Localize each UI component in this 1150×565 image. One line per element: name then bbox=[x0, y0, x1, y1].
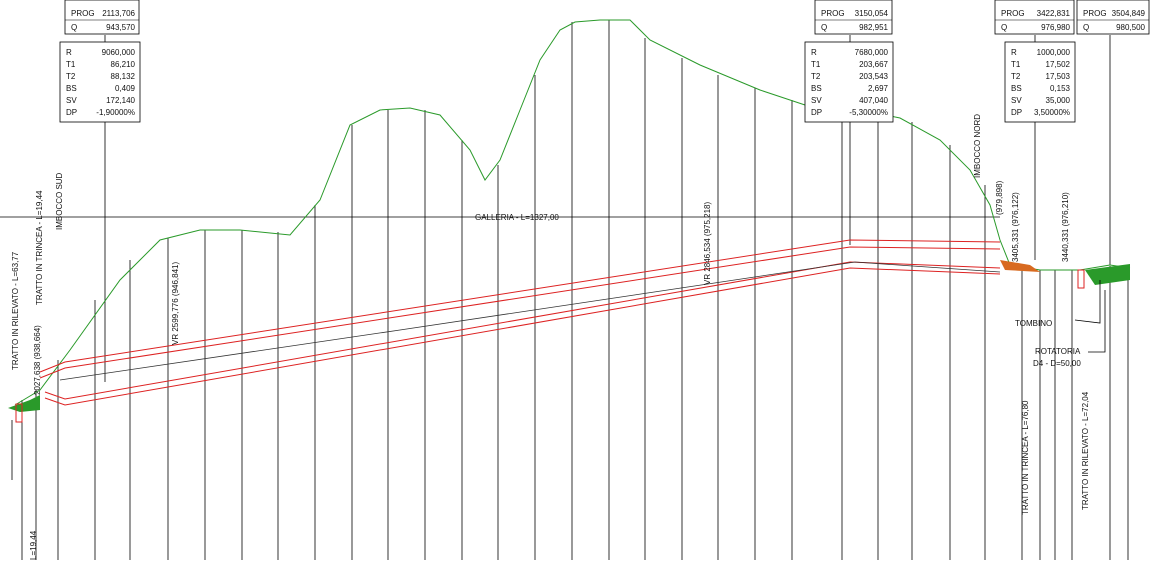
param-value: 203,667 bbox=[859, 60, 888, 69]
q-label: Q bbox=[1083, 23, 1089, 32]
prog-label: PROG bbox=[1001, 9, 1025, 18]
param-name: SV bbox=[66, 96, 77, 105]
label-rilevato-sud: TRATTO IN RILEVATO - L=63,77 bbox=[11, 251, 20, 370]
param-value: 35,000 bbox=[1046, 96, 1071, 105]
param-value: 17,502 bbox=[1046, 60, 1071, 69]
prog-value: 3150,054 bbox=[855, 9, 889, 18]
param-value: 0,409 bbox=[115, 84, 136, 93]
param-value: -1,90000% bbox=[96, 108, 135, 117]
param-value: 0,153 bbox=[1050, 84, 1071, 93]
prog-label: PROG bbox=[71, 9, 95, 18]
prog-value: 3504,849 bbox=[1112, 9, 1146, 18]
param-name: T2 bbox=[1011, 72, 1021, 81]
profile-drawing: PROG 2113,706 Q 943,570 PROG 3150,054 Q 982,951… bbox=[0, 0, 1150, 560]
label-trincea-nord: TRATTO IN TRINCEA - L=76,80 bbox=[1021, 400, 1030, 515]
label-vr2: VR 2846,534 (975,218) bbox=[703, 201, 712, 285]
param-value: 3,50000% bbox=[1034, 108, 1070, 117]
param-value: 2,697 bbox=[868, 84, 889, 93]
param-name: BS bbox=[811, 84, 822, 93]
label-l-bottom: L=19,44 bbox=[29, 530, 38, 560]
param-name: DP bbox=[1011, 108, 1022, 117]
param-name: BS bbox=[66, 84, 77, 93]
label-imbocco-nord: IMBOCCO NORD bbox=[973, 114, 982, 178]
q-value: 976,980 bbox=[1041, 23, 1070, 32]
param-name: R bbox=[66, 48, 72, 57]
prog-value: 2113,706 bbox=[102, 9, 135, 18]
prog-label: PROG bbox=[1083, 9, 1107, 18]
param-value: 203,543 bbox=[859, 72, 888, 81]
label-trincea-sud: TRATTO IN TRINCEA - L=19,44 bbox=[35, 190, 44, 305]
param-name: T2 bbox=[811, 72, 821, 81]
param-value: -5,30000% bbox=[849, 108, 888, 117]
param-value: 9060,000 bbox=[102, 48, 136, 57]
param-name: R bbox=[1011, 48, 1017, 57]
q-label: Q bbox=[1001, 23, 1007, 32]
param-name: T1 bbox=[1011, 60, 1021, 69]
label-imbocco-sud: IMBOCCO SUD bbox=[55, 172, 64, 230]
param-value: 88,132 bbox=[111, 72, 136, 81]
label-galleria: GALLERIA - L=1327,00 bbox=[475, 213, 559, 222]
label-pt-nord: (979,898) bbox=[995, 180, 1004, 215]
param-name: R bbox=[811, 48, 817, 57]
label-pt-a: 3405,331 (976,122) bbox=[1011, 192, 1020, 262]
label-pt-b: 3440,331 (976,210) bbox=[1061, 192, 1070, 262]
label-vr1: VR 2599,776 (946,841) bbox=[171, 261, 180, 345]
param-name: T1 bbox=[66, 60, 76, 69]
param-value: 86,210 bbox=[111, 60, 136, 69]
param-value: 407,040 bbox=[859, 96, 888, 105]
label-pt-start: 2027,638 (938,664) bbox=[33, 325, 42, 395]
prog-value: 3422,831 bbox=[1037, 9, 1071, 18]
param-name: BS bbox=[1011, 84, 1022, 93]
q-value: 982,951 bbox=[859, 23, 888, 32]
param-name: SV bbox=[1011, 96, 1022, 105]
param-value: 17,503 bbox=[1046, 72, 1071, 81]
param-name: SV bbox=[811, 96, 822, 105]
param-value: 1000,000 bbox=[1037, 48, 1071, 57]
q-label: Q bbox=[71, 23, 77, 32]
label-rilevato-nord: TRATTO IN RILEVATO - L=72,04 bbox=[1081, 391, 1090, 510]
label-tombino: TOMBINO bbox=[1015, 319, 1052, 328]
label-rotatoria-d: D4 - D=50,00 bbox=[1033, 359, 1081, 368]
q-label: Q bbox=[821, 23, 827, 32]
param-name: DP bbox=[811, 108, 822, 117]
q-value: 943,570 bbox=[106, 23, 135, 32]
prog-label: PROG bbox=[821, 9, 845, 18]
param-name: T2 bbox=[66, 72, 76, 81]
param-name: T1 bbox=[811, 60, 821, 69]
label-rotatoria: ROTATORIA bbox=[1035, 347, 1081, 356]
param-value: 7680,000 bbox=[855, 48, 889, 57]
q-value: 980,500 bbox=[1116, 23, 1145, 32]
param-value: 172,140 bbox=[106, 96, 135, 105]
param-name: DP bbox=[66, 108, 77, 117]
